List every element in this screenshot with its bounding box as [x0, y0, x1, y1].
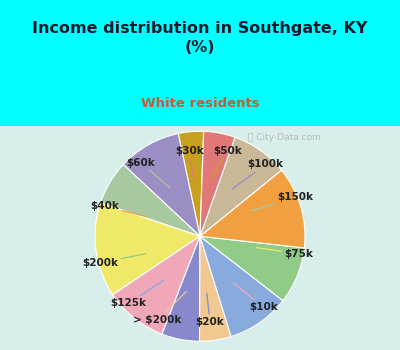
Text: $100k: $100k	[232, 159, 284, 189]
Text: Income distribution in Southgate, KY
(%): Income distribution in Southgate, KY (%)	[32, 21, 368, 55]
Wedge shape	[162, 236, 200, 341]
Text: $20k: $20k	[196, 293, 224, 327]
Text: White residents: White residents	[141, 97, 259, 110]
Text: $40k: $40k	[90, 201, 146, 217]
Text: $60k: $60k	[127, 158, 170, 188]
Wedge shape	[200, 131, 235, 236]
Wedge shape	[100, 164, 200, 236]
Text: > $200k: > $200k	[133, 292, 186, 325]
Text: $200k: $200k	[82, 254, 145, 268]
Wedge shape	[123, 134, 200, 236]
Wedge shape	[200, 236, 231, 341]
Wedge shape	[200, 236, 283, 337]
Text: $125k: $125k	[110, 280, 164, 308]
Wedge shape	[113, 236, 200, 334]
Wedge shape	[178, 131, 204, 236]
Wedge shape	[200, 236, 304, 301]
Wedge shape	[200, 170, 305, 248]
Text: $10k: $10k	[233, 283, 278, 312]
Text: $50k: $50k	[210, 146, 242, 180]
Wedge shape	[200, 137, 282, 236]
Text: $30k: $30k	[176, 146, 204, 179]
Text: ⓘ City-Data.com: ⓘ City-Data.com	[248, 133, 321, 142]
Text: $150k: $150k	[251, 193, 313, 211]
Text: $75k: $75k	[256, 248, 313, 259]
Wedge shape	[95, 203, 200, 295]
